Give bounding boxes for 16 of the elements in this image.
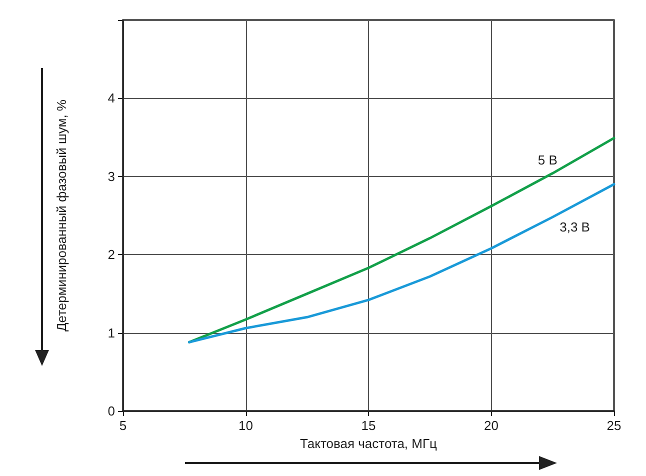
y-tick-label: 0 xyxy=(108,404,115,418)
y-tick-label: 4 xyxy=(108,90,115,106)
x-tick-label: 5 xyxy=(119,418,127,433)
series-label: 3,3 В xyxy=(560,220,590,235)
series-label: 5 В xyxy=(538,152,558,168)
line-series xyxy=(188,182,616,344)
y-axis-title: Детерминированный фазовый шум, % xyxy=(54,99,69,332)
x-axis-title: Тактовая частота, МГц xyxy=(300,436,438,451)
line-series xyxy=(188,136,616,344)
y-tick-label: 3 xyxy=(108,168,115,184)
x-tick-label: 25 xyxy=(606,418,622,433)
x-tick-label: 10 xyxy=(238,418,253,433)
x-tick-label: 15 xyxy=(361,418,376,433)
y-tick-label: 1 xyxy=(108,325,115,340)
y-tick-label: 2 xyxy=(108,247,115,262)
x-tick-label: 20 xyxy=(484,418,498,433)
